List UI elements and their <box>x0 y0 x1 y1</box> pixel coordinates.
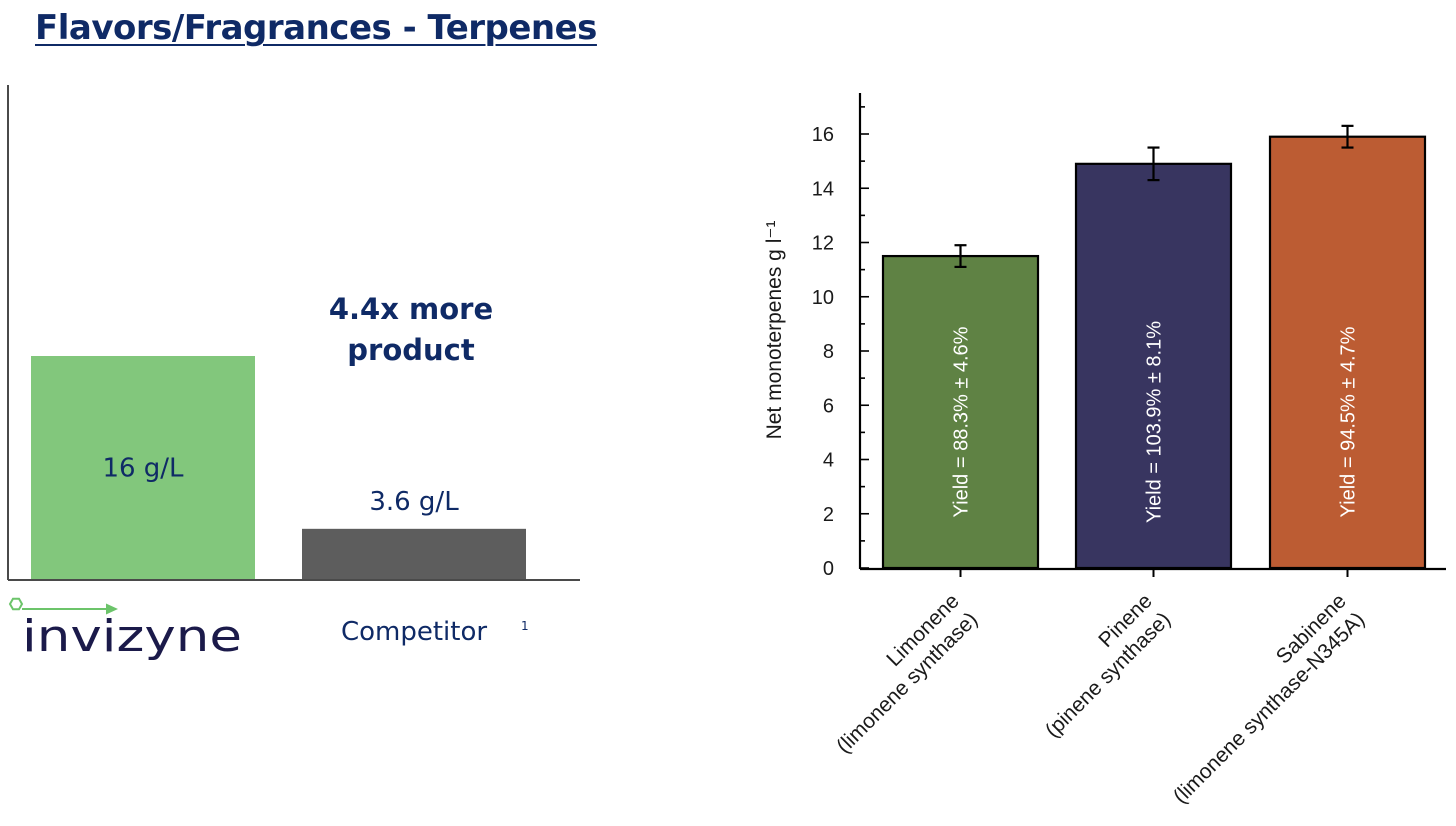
logo-wordmark: invizyne <box>22 611 242 662</box>
footnote-marker: 1 <box>521 619 529 633</box>
monoterpene-bar-2 <box>1074 162 1233 570</box>
y-tick-label: 2 <box>823 504 834 526</box>
x-category-enzyme: (limonene synthase-N345A) <box>1169 608 1369 808</box>
x-category-label: Sabinene(limonene synthase-N345A) <box>1169 590 1369 809</box>
annotation-line-1: 4.4x more <box>329 292 493 326</box>
y-tick-label: 14 <box>812 178 834 200</box>
y-tick-label: 10 <box>812 287 834 309</box>
x-category-label: Limonene(limonene synthase) <box>832 590 982 758</box>
competitor-label: Competitor <box>341 617 487 647</box>
y-tick-label: 0 <box>823 558 834 580</box>
comparison-chart: 16 g/L 3.6 g/L 4.4x more product Competit… <box>7 85 580 647</box>
monoterpene-bar-1 <box>881 254 1040 570</box>
comparison-bar-2 <box>302 528 526 579</box>
invizyne-logo: invizyne <box>8 597 242 662</box>
x-category-label: Pinene(pinene synthase) <box>1041 590 1175 743</box>
hexagon-icon <box>8 597 24 611</box>
y-tick-label: 8 <box>823 341 834 363</box>
comparison-value-label: 16 g/L <box>102 454 184 484</box>
yield-label: Yield = 94.5% ± 4.7% <box>1338 326 1360 517</box>
y-axis-label: Net monoterpenes g l⁻¹ <box>763 221 786 440</box>
annotation-line-2: product <box>347 333 475 367</box>
slide-title: Flavors/Fragrances - Terpenes <box>35 8 597 48</box>
comparison-bar-1 <box>31 356 255 579</box>
y-tick-label: 16 <box>812 124 834 146</box>
yield-label: Yield = 103.9% ± 8.1% <box>1144 321 1166 523</box>
y-tick-label: 12 <box>812 233 834 255</box>
yield-label: Yield = 88.3% ± 4.6% <box>951 326 973 517</box>
comparison-value-label: 3.6 g/L <box>369 487 459 517</box>
y-tick-label: 6 <box>823 395 834 417</box>
y-tick-label: 4 <box>823 450 834 472</box>
monoterpene-chart: Net monoterpenes g l⁻¹ 0 2 4 6 8 10 12 14 16 Yie… <box>763 93 1446 808</box>
arrow-right-icon <box>106 603 118 615</box>
